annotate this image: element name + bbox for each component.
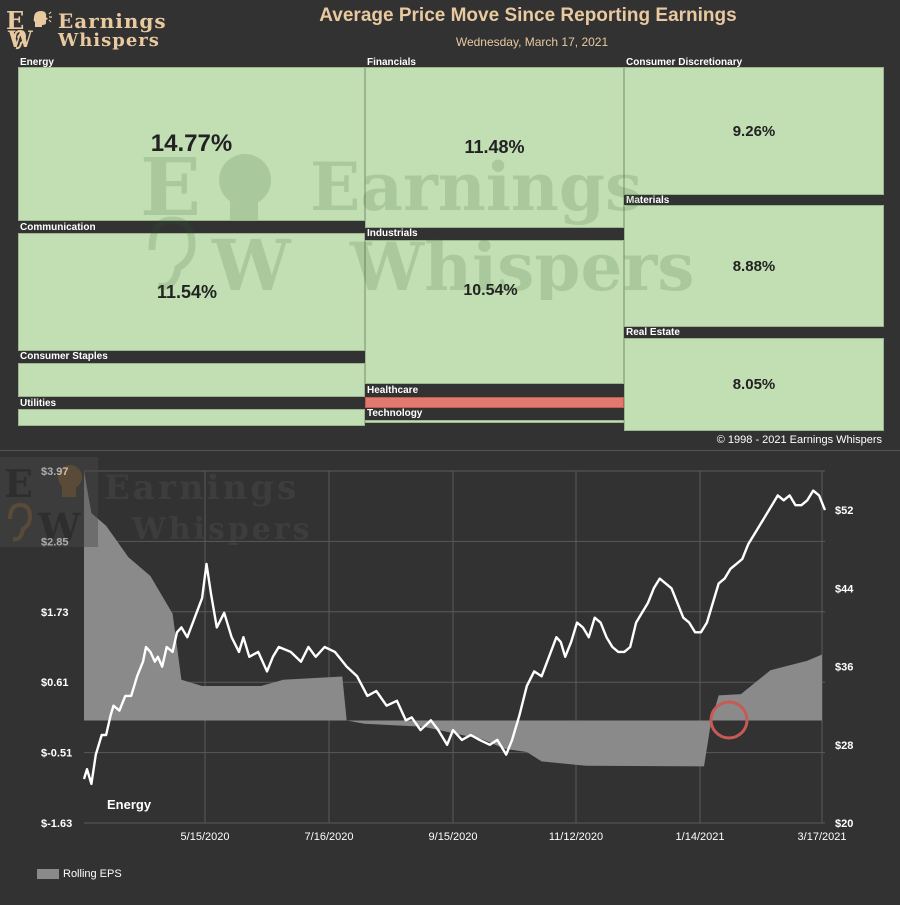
chart-watermark-logo: E W Earnings Whispers	[0, 457, 313, 547]
svg-text:Whispers: Whispers	[131, 512, 313, 547]
chart-watermark-ear-icon	[8, 502, 33, 542]
chart-watermark-head-icon	[58, 465, 82, 489]
sector-consumer-staples[interactable]: Consumer Staples	[18, 351, 365, 397]
x-tick-label: 3/17/2021	[798, 831, 847, 843]
sector-energy[interactable]: Energy 14.77%	[18, 57, 365, 221]
sector-industrials[interactable]: Industrials 10.54%	[365, 228, 624, 384]
price-line	[82, 489, 827, 786]
heatmap-title: Average Price Move Since Reporting Earni…	[319, 5, 737, 26]
sector-label: Energy	[20, 57, 54, 68]
y-right-tick-label: $28	[835, 740, 853, 752]
chart-watermark-head-neck	[62, 483, 76, 497]
price-line-layer	[82, 489, 827, 786]
panel-divider	[0, 450, 900, 451]
sector-tile: 8.05%	[624, 338, 884, 431]
sector-technology[interactable]: Technology	[365, 408, 624, 423]
copyright-text: © 1998 - 2021 Earnings Whispers	[716, 434, 882, 446]
y-left-tick-label: $-0.51	[41, 748, 72, 760]
svg-text:W: W	[37, 505, 82, 547]
heatmap-panel: E Earnings W Whispers Average Price Move…	[0, 0, 900, 450]
speaking-head-icon	[33, 11, 52, 27]
sector-label: Consumer Staples	[20, 351, 108, 362]
sector-communication[interactable]: Communication 11.54%	[18, 222, 365, 351]
sector-tile: 9.26%	[624, 67, 884, 195]
sector-label: Industrials	[367, 228, 418, 239]
legend-swatch-eps	[37, 869, 59, 879]
left-axis: $3.97 $2.85 $1.73 $0.61 $-0.51 $-1.63	[41, 466, 72, 830]
earnings-marker-circle	[709, 700, 749, 740]
sector-financials[interactable]: Financials 11.48%	[365, 57, 624, 228]
sector-consumer-discretionary[interactable]: Consumer Discretionary 9.26%	[624, 57, 884, 195]
sector-tile	[365, 420, 624, 423]
right-axis: $52 $44 $36 $28 $20	[835, 505, 854, 830]
eps-area	[84, 471, 823, 767]
sector-label: Consumer Discretionary	[626, 57, 743, 68]
price-eps-chart: $3.97$2.85$1.73$0.61$-0.51$-1.63 $52$44$…	[0, 451, 900, 900]
sector-tile: 8.88%	[624, 205, 884, 327]
watermark-logo-box	[0, 457, 98, 547]
x-tick-label: 7/16/2020	[305, 831, 354, 843]
x-tick-label: 9/15/2020	[429, 831, 478, 843]
x-tick-label: 11/12/2020	[549, 831, 603, 843]
sector-value: 8.05%	[732, 376, 776, 393]
sector-tile	[365, 397, 624, 408]
x-tick-label: 1/14/2021	[676, 831, 725, 843]
sector-tile: 11.54%	[18, 233, 365, 351]
sector-tile: 14.77%	[18, 67, 365, 221]
y-left-tick-label: $2.85	[41, 536, 69, 548]
earnings-whispers-logo[interactable]: E Earnings W Whispers	[6, 6, 176, 53]
sector-label: Communication	[20, 222, 96, 233]
sector-label: Real Estate	[626, 327, 680, 338]
y-left-tick-label: $-1.63	[41, 818, 72, 830]
y-right-tick-label: $36	[835, 662, 853, 674]
x-tick-label: 5/15/2020	[181, 831, 230, 843]
sector-tile: 10.54%	[365, 240, 624, 384]
legend-label-eps: Rolling EPS	[63, 868, 122, 880]
y-left-tick-label: $1.73	[41, 607, 69, 619]
svg-text:Earnings: Earnings	[104, 468, 299, 508]
sector-value: 8.88%	[732, 257, 776, 275]
svg-text:E: E	[4, 461, 33, 506]
chart-series-title: Energy	[107, 797, 152, 812]
sector-value: 11.54%	[157, 281, 218, 302]
chart-svg: $3.97$2.85$1.73$0.61$-0.51$-1.63 $52$44$…	[41, 466, 854, 843]
sector-label: Utilities	[20, 398, 57, 409]
sector-tile: 11.48%	[365, 67, 624, 228]
y-right-tick-label: $20	[835, 818, 853, 830]
sector-utilities[interactable]: Utilities	[18, 398, 365, 426]
sector-materials[interactable]: Materials 8.88%	[624, 195, 884, 327]
sector-tile	[18, 363, 365, 397]
heatmap-date: Wednesday, March 17, 2021	[455, 35, 609, 49]
sector-value: 14.77%	[150, 130, 233, 157]
sector-healthcare[interactable]: Healthcare	[365, 385, 624, 408]
y-left-tick-label: $0.61	[41, 677, 69, 689]
logo-text-earnings: Earnings	[58, 9, 167, 33]
eps-area-layer	[84, 471, 823, 767]
sector-label: Healthcare	[367, 385, 419, 396]
sector-value: 10.54%	[463, 282, 518, 299]
sector-label: Financials	[367, 57, 416, 68]
sector-value: 9.26%	[732, 122, 776, 140]
sector-value: 11.48%	[464, 137, 525, 157]
y-right-tick-label: $44	[835, 583, 854, 595]
ear-icon	[14, 30, 26, 50]
y-right-tick-label: $52	[835, 505, 853, 517]
x-axis: 5/15/2020 7/16/2020 9/15/2020 11/12/2020 1/1…	[181, 831, 847, 843]
sector-label: Materials	[626, 195, 670, 206]
y-left-tick-label: $3.97	[41, 466, 69, 478]
sector-tile	[18, 409, 365, 426]
logo-letter-e: E	[6, 6, 25, 35]
logo-text-whispers: Whispers	[58, 30, 160, 51]
sector-label: Technology	[367, 408, 423, 419]
sector-real-estate[interactable]: Real Estate 8.05%	[624, 327, 884, 431]
